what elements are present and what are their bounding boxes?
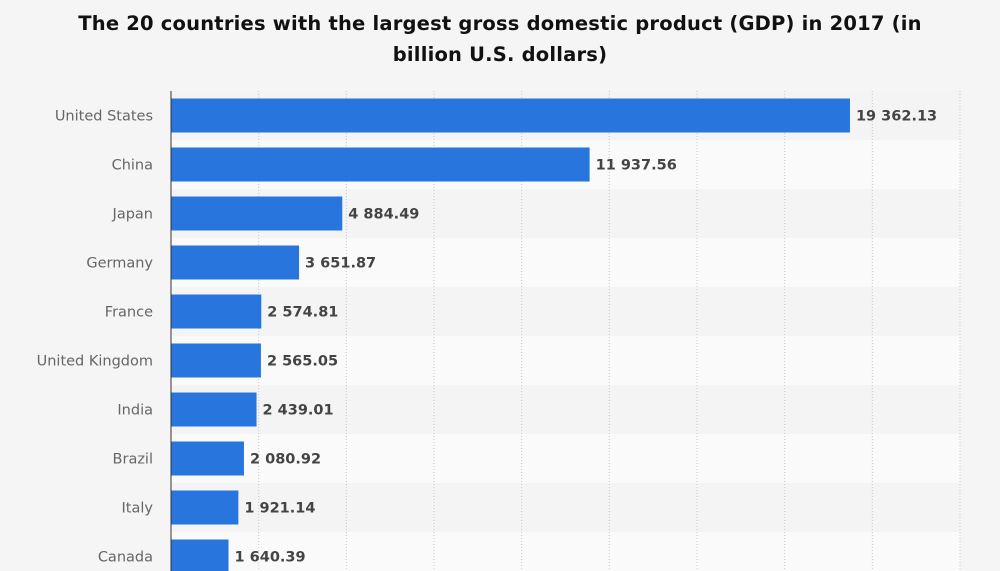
category-label: United States (55, 109, 153, 125)
category-label: Italy (122, 501, 154, 517)
bar[interactable] (171, 343, 261, 378)
category-label: Brazil (113, 452, 153, 468)
chart-title-line-1: The 20 countries with the largest gross … (78, 12, 922, 35)
row-stripe (171, 336, 960, 385)
row-stripe (171, 434, 960, 483)
bar[interactable] (171, 441, 244, 476)
bar[interactable] (171, 147, 590, 182)
chart-title: The 20 countries with the largest gross … (0, 8, 1000, 70)
value-label: 1 921.14 (244, 501, 315, 517)
value-label: 1 640.39 (235, 550, 306, 566)
value-label: 4 884.49 (348, 207, 419, 223)
category-label: Canada (98, 550, 153, 566)
category-labels: United States China Japan Germany France Unit… (37, 109, 154, 566)
bar[interactable] (171, 392, 257, 427)
bar[interactable] (171, 294, 262, 329)
category-label: India (117, 403, 153, 419)
row-stripe (171, 385, 960, 434)
row-stripe (171, 287, 960, 336)
bar[interactable] (171, 245, 300, 280)
category-label: Germany (86, 256, 153, 272)
category-label: France (105, 305, 153, 321)
row-stripe (171, 238, 960, 287)
gridlines (258, 91, 961, 571)
value-label: 11 937.56 (596, 158, 677, 174)
chart-title-line-2: billion U.S. dollars) (392, 43, 608, 66)
value-label: 3 651.87 (305, 256, 376, 272)
value-label: 2 565.05 (267, 354, 338, 370)
bars (171, 98, 850, 571)
value-labels: 19 362.13 11 937.56 4 884.49 3 651.87 2 574.… (235, 109, 938, 566)
category-label: United Kingdom (37, 354, 153, 370)
category-label: Japan (112, 207, 153, 223)
value-label: 19 362.13 (856, 109, 937, 125)
value-label: 2 574.81 (267, 305, 338, 321)
value-label: 2 080.92 (250, 452, 321, 468)
bar[interactable] (171, 539, 229, 571)
row-stripe (171, 483, 960, 532)
row-stripe (171, 532, 960, 571)
bar[interactable] (171, 196, 343, 231)
category-label: China (112, 158, 153, 174)
value-label: 2 439.01 (263, 403, 334, 419)
bar[interactable] (171, 98, 850, 133)
bar[interactable] (171, 490, 239, 525)
